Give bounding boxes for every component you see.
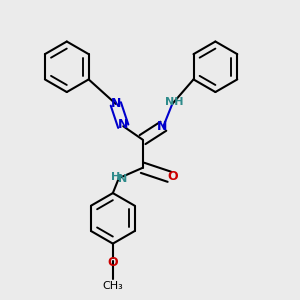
Text: N: N	[118, 118, 128, 131]
Text: N: N	[111, 98, 121, 110]
Text: O: O	[107, 256, 118, 269]
Text: CH₃: CH₃	[103, 281, 123, 291]
Text: H: H	[111, 172, 120, 182]
Text: N: N	[118, 174, 127, 184]
Text: NH: NH	[164, 98, 183, 107]
Text: O: O	[167, 170, 178, 183]
Text: N: N	[157, 120, 167, 133]
